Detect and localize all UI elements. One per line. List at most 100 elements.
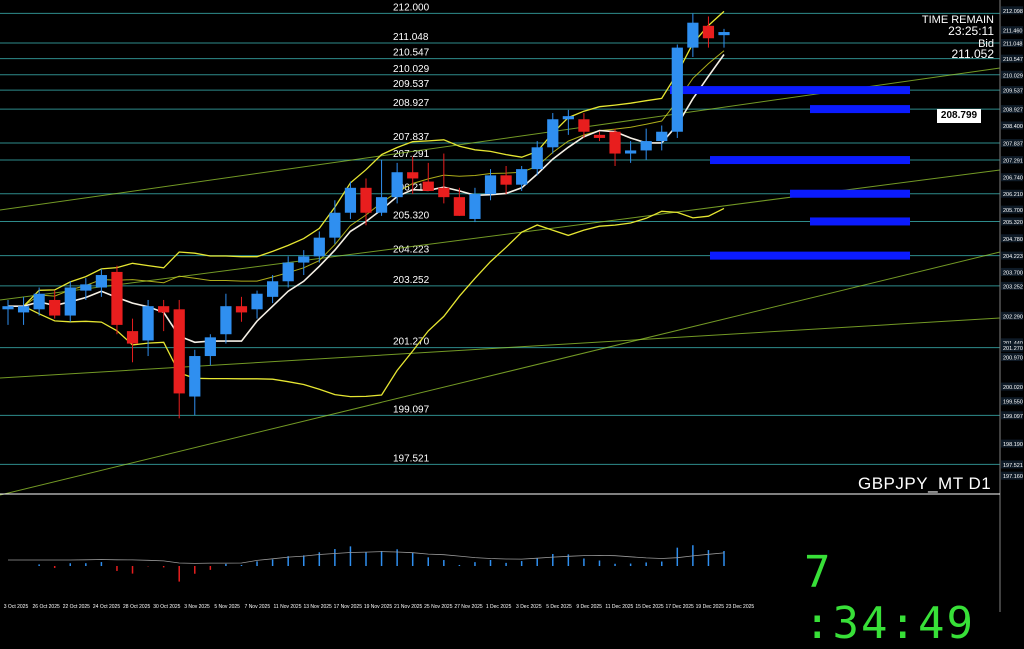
candlestick: [422, 162, 434, 191]
candle-body: [578, 119, 590, 132]
date-label: 15 Dec 2025: [635, 604, 664, 610]
candle-body: [422, 181, 434, 191]
axis-tick-box: [1001, 439, 1023, 448]
level-label: 211.048: [393, 32, 429, 43]
date-label: 5 Nov 2025: [214, 604, 240, 610]
axis-tick-box: [1001, 156, 1023, 165]
axis-tick-box: [1001, 54, 1023, 63]
axis-tick-box: [1001, 397, 1023, 406]
candlestick: [702, 16, 715, 48]
date-label: 25 Nov 2025: [424, 604, 453, 610]
zone-bar: [710, 251, 910, 260]
axis-tick-label: 200.020: [1003, 385, 1023, 391]
level-label: 207.291: [393, 149, 430, 160]
axis-tick-box: [1001, 70, 1023, 79]
axis-tick-box: [1001, 281, 1023, 290]
date-axis: 3 Oct 2025 26 Oct 2025 22 Oct 2025 24 Oct 2…: [4, 604, 755, 610]
axis-tick-box: [1001, 460, 1023, 469]
candlesticks: [2, 13, 730, 419]
candle-body: [609, 131, 621, 154]
axis-tick-label: 212.098: [1003, 9, 1023, 15]
axis-tick-label: 205.700: [1003, 208, 1023, 214]
date-label: 23 Dec 2025: [726, 604, 755, 610]
level-label: 201.270: [393, 337, 430, 348]
candlestick: [95, 268, 107, 297]
candlestick: [531, 141, 543, 176]
candlestick: [625, 141, 637, 163]
candlestick: [516, 166, 528, 191]
date-label: 7 Nov 2025: [245, 604, 271, 610]
candle-body: [391, 172, 403, 198]
bid-value: 211.052: [951, 47, 995, 61]
candle-body: [17, 306, 30, 313]
bid-label: Bid: [978, 38, 994, 50]
axis-tick-box: [1001, 86, 1023, 95]
axis-tick-label: 206.740: [1003, 176, 1023, 182]
axis-tick-label: 208.927: [1003, 108, 1023, 114]
candlestick: [111, 265, 123, 335]
candlestick: [173, 299, 185, 419]
candle-body: [251, 293, 263, 310]
candle-body: [453, 197, 465, 216]
price-chart[interactable]: 212.000 211.048 210.547 210.029 209.537 208.9…: [0, 0, 1024, 612]
date-label: 17 Nov 2025: [334, 604, 363, 610]
candle-body: [547, 119, 559, 148]
axis-tick-label: 203.252: [1003, 284, 1023, 290]
candlestick: [33, 287, 45, 316]
candle-body: [204, 337, 216, 357]
level-label: 207.837: [393, 132, 430, 143]
date-label: 19 Dec 2025: [696, 604, 725, 610]
candle-body: [344, 187, 357, 213]
axis-tick-box: [1001, 234, 1023, 243]
candle-body: [500, 175, 512, 185]
level-label: 199.097: [393, 404, 430, 415]
candlestick: [687, 13, 699, 57]
candle-body: [593, 134, 606, 138]
candlestick: [344, 181, 357, 219]
candle-body: [702, 25, 715, 39]
support-resistance-zones: [670, 86, 910, 260]
axis-tick-box: [1001, 39, 1023, 48]
time-remain-label: TIME REMAIN: [921, 14, 994, 26]
candlestick: [360, 178, 372, 226]
candle-body: [671, 47, 683, 132]
candle-body: [516, 169, 528, 185]
axis-tick-label: 208.400: [1003, 124, 1023, 130]
price-axis: 212.098 211.460 211.048 210.547 210.029 209.5…: [0, 0, 1023, 612]
candle-body: [469, 194, 481, 219]
date-label: 17 Dec 2025: [665, 604, 694, 610]
axis-tick-label: 209.537: [1003, 89, 1023, 95]
level-label: 197.521: [393, 453, 430, 464]
axis-tick-label: 211.460: [1003, 29, 1022, 35]
level-label: 210.029: [393, 64, 430, 75]
candlestick: [329, 200, 341, 244]
date-label: 9 Dec 2025: [576, 604, 602, 610]
level-label: 204.223: [393, 245, 430, 256]
axis-tick-label: 207.837: [1003, 142, 1023, 148]
candlestick: [64, 281, 76, 322]
candle-body: [298, 256, 310, 263]
candlestick: [2, 299, 14, 325]
candle-body: [2, 306, 14, 310]
zone-bar: [810, 105, 910, 114]
candle-body: [49, 299, 61, 316]
axis-tick-box: [1001, 205, 1023, 214]
candlestick: [80, 278, 92, 300]
candlestick: [500, 166, 512, 195]
candle-body: [267, 281, 279, 297]
axis-tick-box: [1001, 105, 1023, 114]
candlestick: [49, 290, 61, 319]
date-label: 13 Nov 2025: [303, 604, 332, 610]
candle-body: [313, 237, 325, 257]
date-label: 11 Dec 2025: [605, 604, 633, 610]
candlestick: [593, 131, 606, 142]
trendline: [0, 317, 1001, 379]
candlestick: [158, 299, 170, 332]
axis-tick-box: [1001, 267, 1023, 276]
axis-tick-label: 198.190: [1003, 442, 1023, 448]
axis-tick-label: 203.700: [1003, 270, 1023, 276]
date-label: 1 Dec 2025: [486, 604, 512, 610]
zone-bar: [790, 189, 910, 198]
candle-body: [687, 22, 699, 48]
axis-tick-box: [1001, 173, 1023, 182]
